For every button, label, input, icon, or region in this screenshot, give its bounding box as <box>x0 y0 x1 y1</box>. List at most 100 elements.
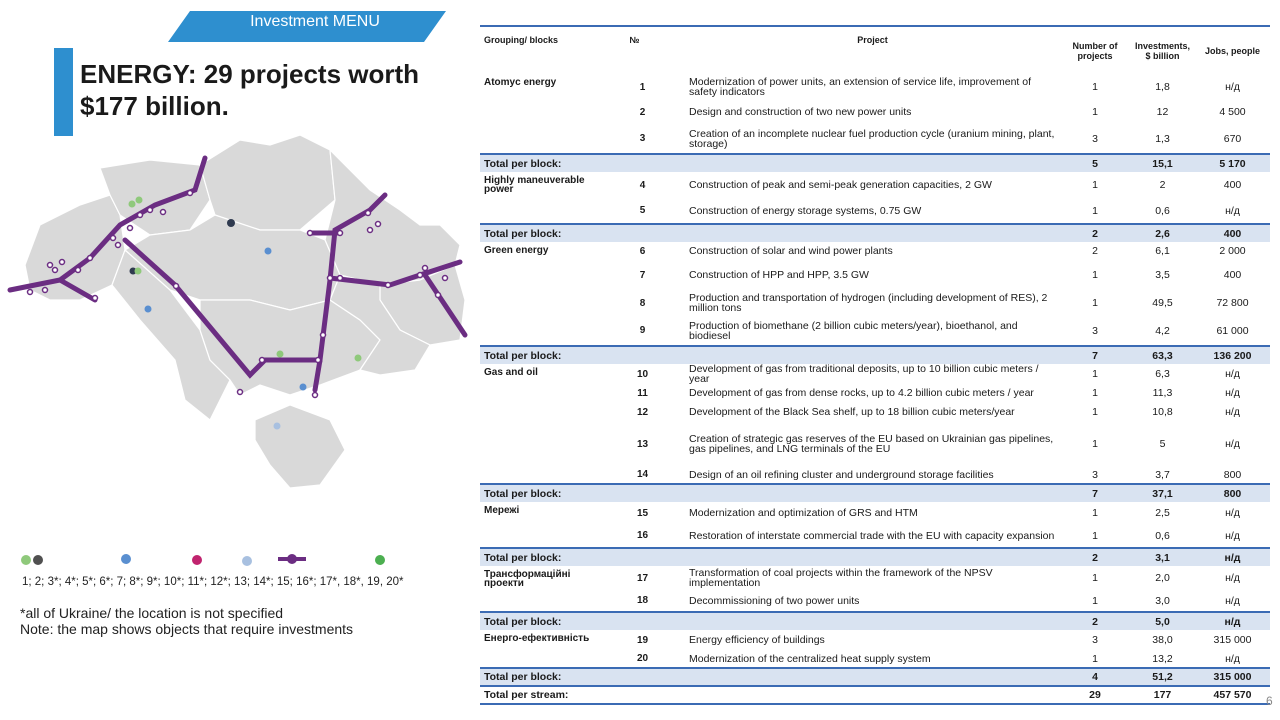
project-investment: 10,8 <box>1152 406 1173 418</box>
project-name: Creation of an incomplete nuclear fuel p… <box>689 127 1055 150</box>
block-total-row: Total per block: 7 37,1 800 <box>480 484 1270 502</box>
block-total-row: Total per block: 5 15,1 5 170 <box>480 154 1270 172</box>
map-markers <box>128 196 362 430</box>
project-number: 8 <box>639 297 646 309</box>
project-jobs: н/д <box>1225 594 1240 607</box>
project-investment: 2,0 <box>1155 572 1170 584</box>
total-investment: 15,1 <box>1130 154 1195 172</box>
project-investment: 5 <box>1159 438 1166 450</box>
block-total-label: Total per block: <box>480 154 1060 172</box>
total-investment: 63,3 <box>1130 346 1195 364</box>
project-count: 1 <box>1092 572 1098 584</box>
menu-label[interactable]: Investment MENU <box>250 13 380 30</box>
header-group: Grouping/ blocks <box>484 35 559 45</box>
project-count: 1 <box>1092 269 1098 281</box>
region-northeast <box>324 148 461 286</box>
header-project: Project <box>857 35 888 45</box>
project-jobs: 400 <box>1223 269 1242 281</box>
menu-tab-shape <box>168 11 446 42</box>
project-investment: 0,6 <box>1155 529 1170 542</box>
project-name: Development of gas from dense rocks, up … <box>689 387 1034 399</box>
project-count: 1 <box>1092 406 1098 418</box>
project-investment: 4,2 <box>1155 324 1170 337</box>
table-row: Atomyc energy 1 Modernization of power uni… <box>480 74 1270 100</box>
note-line-2: Note: the map shows objects that require… <box>20 621 354 637</box>
stream-investment: 177 <box>1130 685 1195 705</box>
ukraine-map <box>7 134 468 489</box>
block-total-row: Total per block: 4 51,2 315 000 <box>480 668 1270 686</box>
table-row: 8 Production and transportation of hydrog… <box>480 290 1270 316</box>
project-jobs: н/д <box>1225 572 1240 584</box>
block-group-label: Atomyc energy <box>484 77 557 88</box>
table-row: 3 Creation of an incomplete nuclear fuel … <box>480 124 1270 154</box>
total-count: 4 <box>1060 668 1130 686</box>
project-number: 18 <box>636 595 649 606</box>
table-row: Highly maneuverable power 4 Construction o… <box>480 172 1270 198</box>
project-investment: 1,8 <box>1155 81 1170 93</box>
project-name: Development of gas from traditional depo… <box>689 363 1039 385</box>
total-jobs: н/д <box>1195 548 1270 566</box>
total-investment: 51,2 <box>1130 668 1195 686</box>
total-count: 2 <box>1060 548 1130 566</box>
project-jobs: н/д <box>1225 387 1240 399</box>
total-count: 7 <box>1060 346 1130 364</box>
project-jobs: н/д <box>1225 529 1240 542</box>
project-investment: 2 <box>1159 179 1166 191</box>
total-jobs: 800 <box>1195 484 1270 502</box>
project-count: 1 <box>1092 179 1098 191</box>
project-investment: 13,2 <box>1152 652 1173 665</box>
project-name: Transformation of coal projects within t… <box>689 567 993 589</box>
total-count: 2 <box>1060 224 1130 242</box>
total-count: 5 <box>1060 154 1130 172</box>
map-regions <box>24 134 466 489</box>
total-jobs: 315 000 <box>1195 668 1270 686</box>
stream-total-label: Total per stream: <box>480 685 1060 705</box>
project-jobs: 800 <box>1223 468 1242 481</box>
block-total-row: Total per block: 2 2,6 400 <box>480 224 1270 242</box>
projects-table: Grouping/ blocks № Project Number of pro… <box>480 25 1270 705</box>
project-name: Construction of HPP and HPP, 3.5 GW <box>689 269 869 281</box>
project-investment: 38,0 <box>1152 634 1173 646</box>
project-name: Design of an oil refining cluster and un… <box>689 468 994 481</box>
project-name: Creation of strategic gas reserves of th… <box>689 433 1054 455</box>
investment-menu-tab[interactable] <box>168 11 446 42</box>
project-count: 1 <box>1092 652 1098 665</box>
header-no: № <box>629 35 640 45</box>
block-total-label: Total per block: <box>480 612 1060 630</box>
project-name: Decommissioning of two power units <box>689 594 860 607</box>
legend-markers <box>21 554 385 566</box>
total-count: 2 <box>1060 612 1130 630</box>
project-jobs: 315 000 <box>1213 634 1252 646</box>
table-row: Gas and oil 10 Development of gas from tra… <box>480 363 1270 385</box>
block-total-label: Total per block: <box>480 548 1060 566</box>
project-number: 7 <box>639 269 646 281</box>
project-count: 1 <box>1092 297 1098 309</box>
block-total-label: Total per block: <box>480 484 1060 502</box>
project-count: 1 <box>1092 438 1098 450</box>
table-row: 2 Design and construction of two new powe… <box>480 100 1270 124</box>
project-jobs: 72 800 <box>1216 297 1249 309</box>
table-row: 20 Modernization of the centralized heat … <box>480 650 1270 668</box>
table-body: Atomyc energy 1 Modernization of power uni… <box>480 74 1270 705</box>
block-total-label: Total per block: <box>480 346 1060 364</box>
table-row: 11 Development of gas from dense rocks, u… <box>480 384 1270 402</box>
project-count: 2 <box>1092 245 1098 257</box>
stream-count: 29 <box>1060 685 1130 705</box>
total-jobs: 136 200 <box>1195 346 1270 364</box>
table-row: 14 Design of an oil refining cluster and … <box>480 466 1270 484</box>
project-count: 1 <box>1092 204 1098 217</box>
project-name: Energy efficiency of buildings <box>689 634 825 646</box>
header-count: Number of projects <box>1072 40 1118 61</box>
project-number: 16 <box>636 530 649 541</box>
project-number: 11 <box>637 387 648 399</box>
total-investment: 2,6 <box>1130 224 1195 242</box>
block-group-label: Трансформаційні проекти <box>484 569 571 589</box>
project-number: 20 <box>636 653 649 664</box>
project-name: Construction of solar and wind power pla… <box>689 245 893 257</box>
project-jobs: 400 <box>1223 179 1242 191</box>
project-number: 1 <box>639 81 646 93</box>
project-investment: 49,5 <box>1152 297 1173 309</box>
table-header-row: Grouping/ blocks № Project Number of pro… <box>480 26 1270 74</box>
project-investment: 1,3 <box>1155 132 1170 145</box>
table-row: 12 Development of the Black Sea shelf, up… <box>480 402 1270 422</box>
